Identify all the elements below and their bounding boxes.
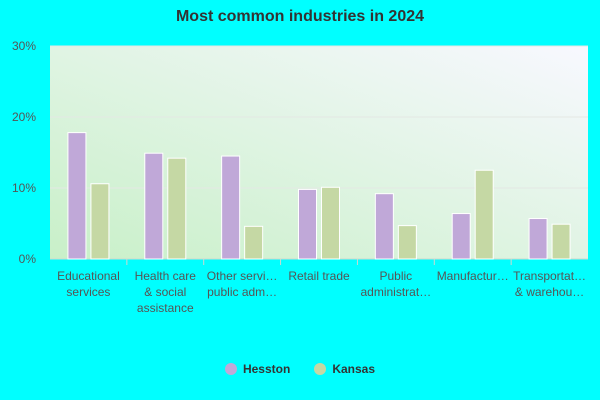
bar-kansas-6	[551, 223, 571, 260]
legend-swatch-series-1	[314, 363, 327, 375]
bar-hesston-1	[144, 152, 164, 260]
category-label: Transportat… & warehou…	[513, 269, 586, 299]
category-label: Educational services	[57, 269, 120, 299]
y-tick-label: 20%	[12, 110, 36, 124]
bar-kansas-4	[397, 225, 417, 260]
bar-hesston-6	[528, 218, 548, 260]
bar-kansas-3	[321, 186, 340, 260]
chart-title: Most common industries in 2024	[175, 8, 425, 25]
bar-kansas-0	[90, 183, 110, 260]
y-tick-label: 10%	[12, 181, 36, 195]
plot-background	[50, 46, 588, 259]
gridlines	[50, 45, 588, 260]
legend-item-series-0: Hesston	[224, 362, 291, 376]
legend-swatch-series-0	[224, 363, 237, 375]
category-label: Other servi… public adm…	[207, 269, 278, 299]
category-labels: Educational services Health care & social as…	[57, 259, 586, 315]
category-label: Public administrat…	[361, 269, 432, 299]
bar-kansas-5	[474, 169, 494, 260]
bar-hesston-0	[67, 132, 87, 260]
y-axis-ticks: 0% 10% 20% 30%	[12, 39, 36, 266]
bar-kansas-2	[244, 225, 264, 260]
legend-label-series-1: Kansas	[332, 362, 376, 376]
legend-label-series-0: Hesston	[242, 362, 291, 376]
bar-hesston-4	[374, 193, 394, 260]
y-tick-label: 30%	[12, 39, 36, 53]
y-tick-label: 0%	[19, 252, 37, 266]
bar-hesston-3	[298, 188, 317, 260]
legend-item-series-1: Kansas	[314, 362, 375, 376]
bar-hesston-5	[451, 213, 471, 260]
category-label: Manufactur…	[437, 269, 509, 283]
category-label: Retail trade	[288, 269, 350, 283]
bar-hesston-2	[221, 155, 241, 260]
legend: Hesston Kansas	[0, 362, 600, 376]
category-label: Health care & social assistance	[135, 269, 197, 315]
bars	[67, 132, 571, 260]
bar-kansas-1	[167, 157, 187, 260]
